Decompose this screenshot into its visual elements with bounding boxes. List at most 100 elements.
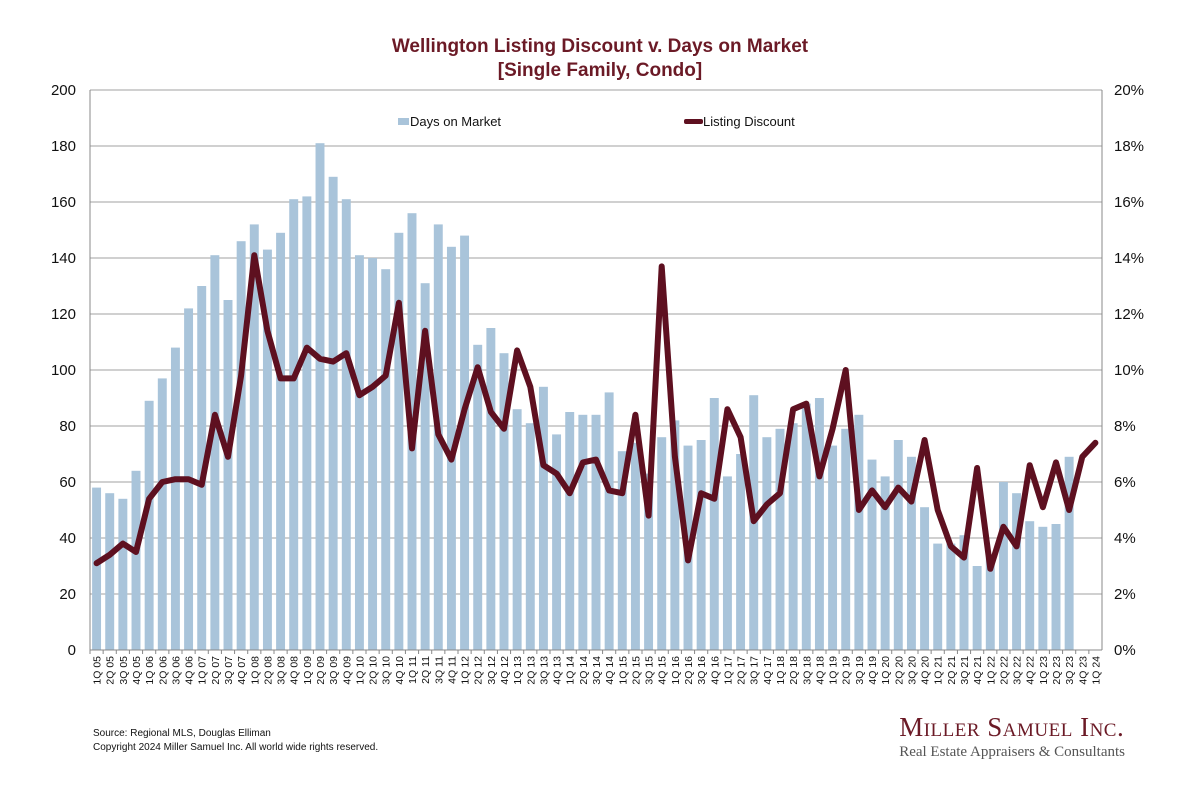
x-tick-label: 2Q 12 [473, 656, 485, 685]
x-tick-label: 4Q 23 [1077, 656, 1089, 685]
bar-days-on-market [1064, 456, 1074, 650]
y-axis-left-ticks: 0 20 40 60 80 100 120 140 160 180 200 [51, 82, 76, 659]
bar-days-on-market [394, 232, 404, 651]
y-right-tick-label: 12% [1114, 306, 1144, 323]
bar-days-on-market [867, 459, 877, 650]
x-tick-label: 2Q 21 [946, 656, 958, 685]
bar-days-on-market [341, 199, 351, 650]
x-tick-label: 3Q 13 [538, 656, 550, 685]
x-tick-label: 3Q 06 [170, 656, 182, 685]
x-tick-label: 1Q 09 [302, 656, 314, 685]
bar-days-on-market [538, 386, 548, 650]
y-right-tick-label: 2% [1114, 586, 1136, 603]
bar-days-on-market [617, 451, 627, 650]
x-tick-label: 3Q 11 [433, 656, 445, 684]
bar-days-on-market [854, 414, 864, 650]
y-right-tick-label: 16% [1114, 194, 1144, 211]
x-tick-label: 4Q 22 [1025, 656, 1037, 685]
bar-days-on-market [591, 414, 601, 650]
bar-days-on-market [1012, 493, 1022, 650]
x-tick-label: 4Q 13 [552, 656, 564, 685]
bar-days-on-market [460, 235, 470, 650]
bar-days-on-market [131, 470, 141, 650]
x-tick-label: 1Q 23 [1038, 656, 1050, 685]
bar-days-on-market [499, 353, 509, 650]
y-right-tick-label: 10% [1114, 362, 1144, 379]
legend-label-days-on-market: Days on Market [410, 114, 501, 129]
x-tick-label: 2Q 07 [210, 656, 222, 685]
x-tick-label: 4Q 08 [289, 656, 301, 685]
x-tick-label: 1Q 10 [354, 656, 366, 685]
x-tick-label: 2Q 18 [788, 656, 800, 685]
line-listing-discount-path [93, 252, 1099, 572]
bar-days-on-market [906, 456, 916, 650]
x-tick-label: 3Q 15 [644, 656, 656, 685]
x-tick-label: 3Q 17 [749, 656, 761, 685]
bar-days-on-market [762, 437, 772, 650]
x-tick-label: 1Q 08 [249, 656, 261, 685]
y-left-tick-label: 20 [59, 586, 76, 603]
bar-days-on-market [933, 543, 943, 650]
x-tick-label: 2Q 08 [262, 656, 274, 685]
x-tick-label: 2Q 19 [841, 656, 853, 685]
source-note: Source: Regional MLS, Douglas Elliman [93, 728, 271, 739]
x-tick-label: 2Q 06 [157, 656, 169, 685]
x-tick-label: 4Q 11 [446, 656, 458, 684]
x-tick-label: 2Q 09 [315, 656, 327, 685]
bar-days-on-market [946, 543, 956, 650]
x-tick-label: 1Q 05 [92, 656, 104, 685]
x-tick-label: 4Q 15 [657, 656, 669, 685]
bar-days-on-market [210, 255, 220, 650]
x-tick-label: 4Q 18 [814, 656, 826, 685]
copyright-note: Copyright 2024 Miller Samuel Inc. All wo… [93, 742, 379, 753]
bar-days-on-market [1051, 524, 1061, 650]
x-tick-label: 4Q 09 [341, 656, 353, 685]
y-right-tick-label: 18% [1114, 138, 1144, 155]
x-tick-label: 3Q 08 [276, 656, 288, 685]
bar-days-on-market [197, 286, 207, 650]
x-tick-label: 1Q 18 [775, 656, 787, 685]
x-tick-label: 2Q 15 [630, 656, 642, 685]
bar-days-on-market [105, 493, 115, 650]
x-tick-label: 1Q 17 [722, 656, 734, 685]
bar-days-on-market [972, 566, 982, 650]
bar-days-on-market [578, 414, 588, 650]
chart-subtitle: [Single Family, Condo] [498, 60, 702, 81]
x-tick-label: 2Q 13 [525, 656, 537, 685]
y-right-tick-label: 20% [1114, 82, 1144, 99]
x-tick-label: 4Q 17 [762, 656, 774, 685]
x-tick-label: 1Q 12 [460, 656, 472, 685]
y-left-tick-label: 60 [59, 474, 76, 491]
bar-days-on-market [644, 473, 654, 650]
brand-tagline: Real Estate Appraisers & Consultants [899, 744, 1125, 760]
x-tick-label: 2Q 20 [893, 656, 905, 685]
bar-days-on-market [262, 249, 272, 650]
x-tick-label: 4Q 20 [920, 656, 932, 685]
x-tick-label: 3Q 23 [1064, 656, 1076, 685]
x-tick-label: 1Q 22 [985, 656, 997, 685]
y-left-tick-label: 180 [51, 138, 76, 155]
bar-days-on-market [552, 434, 562, 650]
y-right-tick-label: 0% [1114, 642, 1136, 659]
x-tick-label: 1Q 20 [880, 656, 892, 685]
y-right-tick-label: 6% [1114, 474, 1136, 491]
bar-days-on-market [328, 176, 338, 651]
bar-days-on-market [998, 482, 1008, 650]
bar-days-on-market [118, 498, 128, 650]
y-left-tick-label: 80 [59, 418, 76, 435]
legend-swatch-listing-discount [684, 119, 703, 124]
x-tick-label: 4Q 10 [394, 656, 406, 685]
x-tick-label: 3Q 21 [959, 656, 971, 685]
bar-days-on-market [565, 412, 575, 650]
bar-days-on-market [368, 258, 378, 650]
bar-days-on-market [696, 440, 706, 650]
bar-days-on-market [801, 403, 811, 650]
x-tick-label: 4Q 21 [972, 656, 984, 685]
bar-days-on-market [92, 487, 102, 650]
x-tick-label: 3Q 22 [1012, 656, 1024, 685]
y-left-tick-label: 200 [51, 82, 76, 99]
bar-days-on-market [657, 437, 667, 650]
y-left-tick-label: 160 [51, 194, 76, 211]
x-tick-label: 3Q 20 [906, 656, 918, 685]
bar-days-on-market [893, 440, 903, 650]
